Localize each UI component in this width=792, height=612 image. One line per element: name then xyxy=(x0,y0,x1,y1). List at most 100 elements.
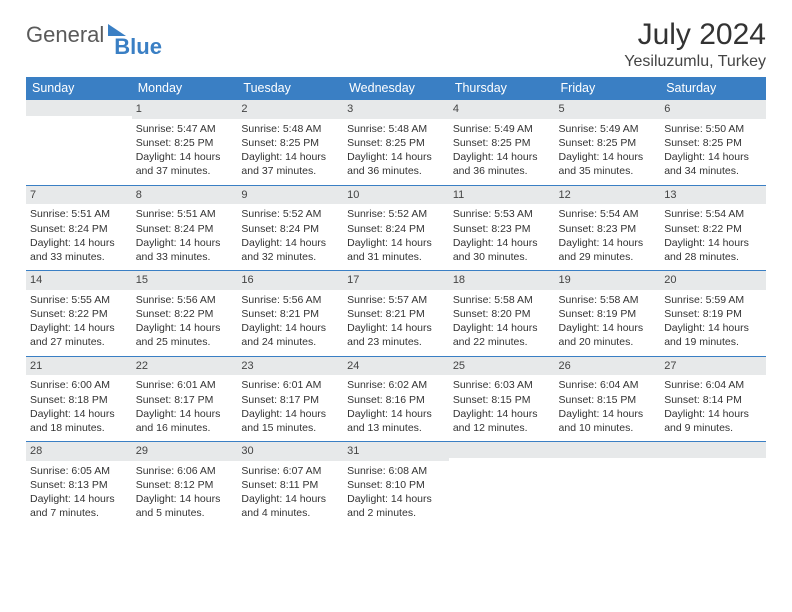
daylight-text: Daylight: 14 hours and 5 minutes. xyxy=(136,492,234,520)
day-number: 29 xyxy=(132,442,238,461)
calendar-day-cell xyxy=(449,442,555,527)
day-number: 13 xyxy=(660,186,766,205)
sunrise-text: Sunrise: 5:48 AM xyxy=(241,122,339,136)
sunset-text: Sunset: 8:22 PM xyxy=(30,307,128,321)
day-number: 30 xyxy=(237,442,343,461)
day-number: 12 xyxy=(555,186,661,205)
day-number: 10 xyxy=(343,186,449,205)
sunset-text: Sunset: 8:20 PM xyxy=(453,307,551,321)
daylight-text: Daylight: 14 hours and 19 minutes. xyxy=(664,321,762,349)
day-number: 23 xyxy=(237,357,343,376)
daylight-text: Daylight: 14 hours and 4 minutes. xyxy=(241,492,339,520)
calendar-day-cell: 21Sunrise: 6:00 AMSunset: 8:18 PMDayligh… xyxy=(26,356,132,442)
day-number xyxy=(660,442,766,458)
sunrise-text: Sunrise: 6:01 AM xyxy=(241,378,339,392)
calendar-day-cell: 2Sunrise: 5:48 AMSunset: 8:25 PMDaylight… xyxy=(237,100,343,186)
weekday-header: Wednesday xyxy=(343,77,449,100)
sunset-text: Sunset: 8:23 PM xyxy=(559,222,657,236)
sunrise-text: Sunrise: 6:06 AM xyxy=(136,464,234,478)
sunrise-text: Sunrise: 6:05 AM xyxy=(30,464,128,478)
sunset-text: Sunset: 8:22 PM xyxy=(136,307,234,321)
day-number: 22 xyxy=(132,357,238,376)
daylight-text: Daylight: 14 hours and 36 minutes. xyxy=(347,150,445,178)
weekday-header: Tuesday xyxy=(237,77,343,100)
day-details: Sunrise: 6:04 AMSunset: 8:15 PMDaylight:… xyxy=(555,375,661,441)
day-details: Sunrise: 6:08 AMSunset: 8:10 PMDaylight:… xyxy=(343,461,449,527)
sunset-text: Sunset: 8:12 PM xyxy=(136,478,234,492)
day-number: 3 xyxy=(343,100,449,119)
sunset-text: Sunset: 8:24 PM xyxy=(347,222,445,236)
sunset-text: Sunset: 8:21 PM xyxy=(347,307,445,321)
day-details: Sunrise: 5:55 AMSunset: 8:22 PMDaylight:… xyxy=(26,290,132,356)
sunrise-text: Sunrise: 6:04 AM xyxy=(559,378,657,392)
day-details: Sunrise: 5:54 AMSunset: 8:22 PMDaylight:… xyxy=(660,204,766,270)
daylight-text: Daylight: 14 hours and 34 minutes. xyxy=(664,150,762,178)
day-number: 6 xyxy=(660,100,766,119)
daylight-text: Daylight: 14 hours and 35 minutes. xyxy=(559,150,657,178)
day-details: Sunrise: 5:49 AMSunset: 8:25 PMDaylight:… xyxy=(555,119,661,185)
daylight-text: Daylight: 14 hours and 37 minutes. xyxy=(241,150,339,178)
sunset-text: Sunset: 8:24 PM xyxy=(136,222,234,236)
sunset-text: Sunset: 8:15 PM xyxy=(559,393,657,407)
sunrise-text: Sunrise: 6:07 AM xyxy=(241,464,339,478)
weekday-header: Thursday xyxy=(449,77,555,100)
sunset-text: Sunset: 8:21 PM xyxy=(241,307,339,321)
weekday-header: Saturday xyxy=(660,77,766,100)
calendar-day-cell: 7Sunrise: 5:51 AMSunset: 8:24 PMDaylight… xyxy=(26,185,132,271)
calendar-day-cell: 31Sunrise: 6:08 AMSunset: 8:10 PMDayligh… xyxy=(343,442,449,527)
calendar-day-cell: 24Sunrise: 6:02 AMSunset: 8:16 PMDayligh… xyxy=(343,356,449,442)
day-details: Sunrise: 6:05 AMSunset: 8:13 PMDaylight:… xyxy=(26,461,132,527)
weekday-header: Monday xyxy=(132,77,238,100)
calendar-day-cell: 17Sunrise: 5:57 AMSunset: 8:21 PMDayligh… xyxy=(343,271,449,357)
sunset-text: Sunset: 8:11 PM xyxy=(241,478,339,492)
calendar-day-cell xyxy=(555,442,661,527)
daylight-text: Daylight: 14 hours and 10 minutes. xyxy=(559,407,657,435)
daylight-text: Daylight: 14 hours and 16 minutes. xyxy=(136,407,234,435)
day-number: 9 xyxy=(237,186,343,205)
calendar-day-cell: 26Sunrise: 6:04 AMSunset: 8:15 PMDayligh… xyxy=(555,356,661,442)
sunrise-text: Sunrise: 5:54 AM xyxy=(559,207,657,221)
calendar-day-cell: 23Sunrise: 6:01 AMSunset: 8:17 PMDayligh… xyxy=(237,356,343,442)
sunset-text: Sunset: 8:25 PM xyxy=(664,136,762,150)
sunrise-text: Sunrise: 6:00 AM xyxy=(30,378,128,392)
calendar-table: Sunday Monday Tuesday Wednesday Thursday… xyxy=(26,77,766,527)
calendar-day-cell: 5Sunrise: 5:49 AMSunset: 8:25 PMDaylight… xyxy=(555,100,661,186)
month-title: July 2024 xyxy=(624,18,766,51)
day-details: Sunrise: 5:49 AMSunset: 8:25 PMDaylight:… xyxy=(449,119,555,185)
day-number: 1 xyxy=(132,100,238,119)
day-details: Sunrise: 5:52 AMSunset: 8:24 PMDaylight:… xyxy=(237,204,343,270)
calendar-day-cell: 28Sunrise: 6:05 AMSunset: 8:13 PMDayligh… xyxy=(26,442,132,527)
sunrise-text: Sunrise: 5:58 AM xyxy=(559,293,657,307)
day-details: Sunrise: 6:01 AMSunset: 8:17 PMDaylight:… xyxy=(237,375,343,441)
day-number: 15 xyxy=(132,271,238,290)
daylight-text: Daylight: 14 hours and 18 minutes. xyxy=(30,407,128,435)
calendar-day-cell: 6Sunrise: 5:50 AMSunset: 8:25 PMDaylight… xyxy=(660,100,766,186)
day-number: 21 xyxy=(26,357,132,376)
calendar-day-cell: 18Sunrise: 5:58 AMSunset: 8:20 PMDayligh… xyxy=(449,271,555,357)
daylight-text: Daylight: 14 hours and 31 minutes. xyxy=(347,236,445,264)
day-details: Sunrise: 6:02 AMSunset: 8:16 PMDaylight:… xyxy=(343,375,449,441)
daylight-text: Daylight: 14 hours and 25 minutes. xyxy=(136,321,234,349)
day-details: Sunrise: 6:07 AMSunset: 8:11 PMDaylight:… xyxy=(237,461,343,527)
day-number: 19 xyxy=(555,271,661,290)
weekday-header-row: Sunday Monday Tuesday Wednesday Thursday… xyxy=(26,77,766,100)
day-number: 7 xyxy=(26,186,132,205)
sunset-text: Sunset: 8:19 PM xyxy=(664,307,762,321)
day-number: 16 xyxy=(237,271,343,290)
sunrise-text: Sunrise: 6:02 AM xyxy=(347,378,445,392)
day-number: 2 xyxy=(237,100,343,119)
sunrise-text: Sunrise: 6:08 AM xyxy=(347,464,445,478)
day-details xyxy=(660,458,766,516)
day-number: 27 xyxy=(660,357,766,376)
sunset-text: Sunset: 8:17 PM xyxy=(136,393,234,407)
sunset-text: Sunset: 8:17 PM xyxy=(241,393,339,407)
day-details: Sunrise: 5:56 AMSunset: 8:22 PMDaylight:… xyxy=(132,290,238,356)
calendar-day-cell: 19Sunrise: 5:58 AMSunset: 8:19 PMDayligh… xyxy=(555,271,661,357)
daylight-text: Daylight: 14 hours and 33 minutes. xyxy=(136,236,234,264)
day-details: Sunrise: 6:03 AMSunset: 8:15 PMDaylight:… xyxy=(449,375,555,441)
sunrise-text: Sunrise: 5:52 AM xyxy=(241,207,339,221)
day-details: Sunrise: 6:01 AMSunset: 8:17 PMDaylight:… xyxy=(132,375,238,441)
day-number: 8 xyxy=(132,186,238,205)
day-number: 25 xyxy=(449,357,555,376)
day-details: Sunrise: 5:51 AMSunset: 8:24 PMDaylight:… xyxy=(26,204,132,270)
